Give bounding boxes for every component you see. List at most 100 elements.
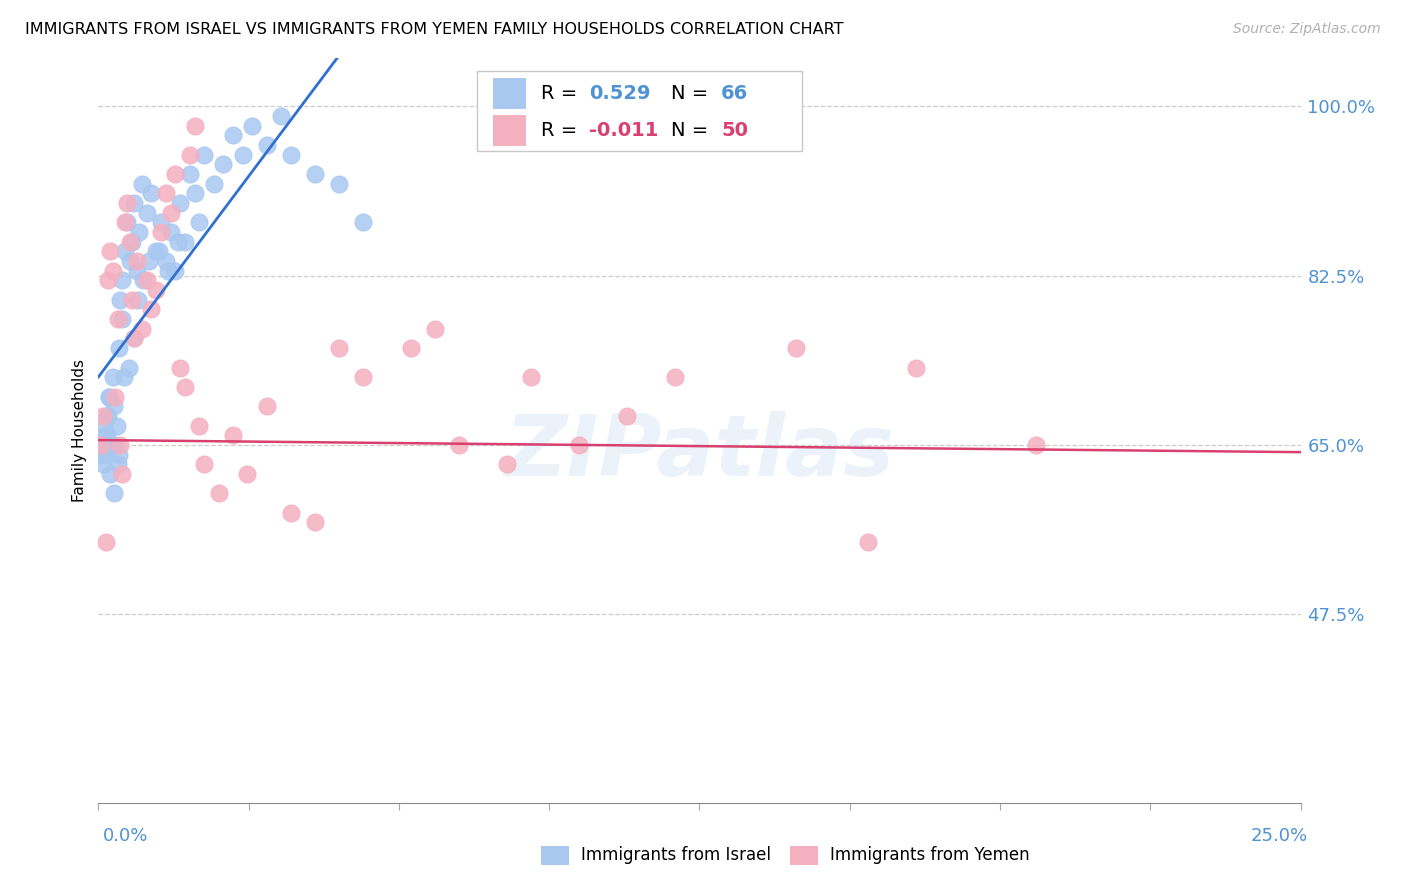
Point <box>188 215 211 229</box>
Text: ZIPatlas: ZIPatlas <box>505 411 894 494</box>
Point <box>112 370 135 384</box>
Point <box>174 380 197 394</box>
Point <box>122 331 145 345</box>
Point <box>90 438 112 452</box>
Point <box>256 399 278 413</box>
Point <box>117 215 139 229</box>
Point <box>96 428 118 442</box>
Point <box>149 225 172 239</box>
Point <box>111 467 134 481</box>
Text: Immigrants from Yemen: Immigrants from Yemen <box>830 847 1029 864</box>
Text: 0.0%: 0.0% <box>103 827 148 845</box>
FancyBboxPatch shape <box>477 70 801 151</box>
Point <box>208 486 231 500</box>
Point <box>138 254 160 268</box>
Point <box>159 225 181 239</box>
Point <box>131 322 153 336</box>
Point <box>352 215 374 229</box>
Point <box>107 457 129 471</box>
Bar <box>492 78 526 109</box>
Point <box>328 177 350 191</box>
Bar <box>541 846 569 865</box>
Point <box>179 167 201 181</box>
Point <box>98 390 121 404</box>
Text: -0.011: -0.011 <box>589 120 658 140</box>
Point <box>124 331 146 345</box>
Point <box>141 302 163 317</box>
Point <box>103 399 125 413</box>
Point <box>104 438 127 452</box>
Point <box>91 448 114 462</box>
Text: IMMIGRANTS FROM ISRAEL VS IMMIGRANTS FROM YEMEN FAMILY HOUSEHOLDS CORRELATION CH: IMMIGRANTS FROM ISRAEL VS IMMIGRANTS FRO… <box>25 22 844 37</box>
Point <box>399 341 422 355</box>
Y-axis label: Family Households: Family Households <box>72 359 87 502</box>
Point <box>100 244 122 259</box>
Point <box>856 534 879 549</box>
Point <box>101 438 124 452</box>
Point <box>94 448 117 462</box>
Point <box>179 147 201 161</box>
Point <box>568 438 591 452</box>
Point <box>114 244 136 259</box>
Point <box>149 215 172 229</box>
Text: 25.0%: 25.0% <box>1250 827 1308 845</box>
Point <box>270 109 292 123</box>
Point <box>328 341 350 355</box>
Point <box>212 157 235 171</box>
Text: R =: R = <box>541 84 583 103</box>
Point <box>169 360 191 375</box>
Point <box>352 370 374 384</box>
Point <box>1025 438 1047 452</box>
Point <box>107 312 129 326</box>
Point <box>423 322 446 336</box>
Point <box>616 409 638 423</box>
Point <box>496 457 519 471</box>
Point <box>117 196 139 211</box>
Point <box>96 409 118 423</box>
Point <box>520 370 543 384</box>
Point <box>121 293 143 307</box>
Text: 50: 50 <box>721 120 748 140</box>
Point <box>108 293 131 307</box>
Point <box>105 418 128 433</box>
Point <box>155 254 177 268</box>
Point <box>132 273 155 287</box>
Point <box>97 409 120 423</box>
Point <box>280 506 302 520</box>
Point <box>193 147 215 161</box>
Point <box>280 147 302 161</box>
Point <box>222 128 245 143</box>
Text: 0.529: 0.529 <box>589 84 651 103</box>
Point <box>304 516 326 530</box>
Point <box>101 370 124 384</box>
Point <box>124 196 146 211</box>
Point <box>103 486 125 500</box>
Point <box>183 119 205 133</box>
Point <box>108 438 131 452</box>
Point <box>93 418 115 433</box>
Text: N =: N = <box>671 84 714 103</box>
Point <box>145 283 167 297</box>
Point <box>222 428 245 442</box>
Point <box>100 438 122 452</box>
Bar <box>492 114 526 145</box>
Point <box>165 167 187 181</box>
Point <box>785 341 807 355</box>
Text: Source: ZipAtlas.com: Source: ZipAtlas.com <box>1233 22 1381 37</box>
Point <box>101 264 124 278</box>
Point <box>141 186 163 201</box>
Point <box>174 235 197 249</box>
Point <box>108 448 131 462</box>
Point <box>157 264 180 278</box>
Point <box>202 177 225 191</box>
Point <box>165 264 187 278</box>
Point <box>131 177 153 191</box>
Point <box>256 138 278 153</box>
Point <box>107 341 129 355</box>
Point <box>169 196 191 211</box>
Point <box>90 438 112 452</box>
Point <box>188 418 211 433</box>
Point <box>91 457 114 471</box>
Point <box>111 273 134 287</box>
Text: Immigrants from Israel: Immigrants from Israel <box>581 847 770 864</box>
